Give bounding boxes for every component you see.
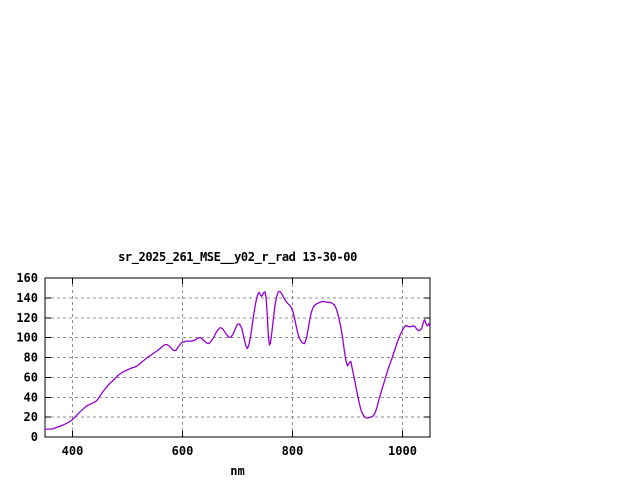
spectrum-curve bbox=[44, 290, 431, 430]
y-tick-label: 40 bbox=[24, 390, 38, 404]
y-tick-label: 120 bbox=[16, 311, 38, 325]
y-tick-label: 20 bbox=[24, 410, 38, 424]
x-tick-label: 600 bbox=[172, 444, 194, 458]
y-tick-label: 60 bbox=[24, 370, 38, 384]
x-tick-label: 800 bbox=[282, 444, 304, 458]
x-tick-label: 400 bbox=[62, 444, 84, 458]
y-tick-label: 80 bbox=[24, 351, 38, 365]
y-tick-label: 160 bbox=[16, 271, 38, 285]
y-tick-label: 100 bbox=[16, 331, 38, 345]
x-axis-label: nm bbox=[230, 464, 245, 478]
y-tick-label: 0 bbox=[31, 430, 38, 444]
y-tick-label: 140 bbox=[16, 291, 38, 305]
x-tick-label: 1000 bbox=[388, 444, 417, 458]
chart-title: sr_2025_261_MSE__y02_r_rad 13-30-00 bbox=[118, 250, 357, 264]
